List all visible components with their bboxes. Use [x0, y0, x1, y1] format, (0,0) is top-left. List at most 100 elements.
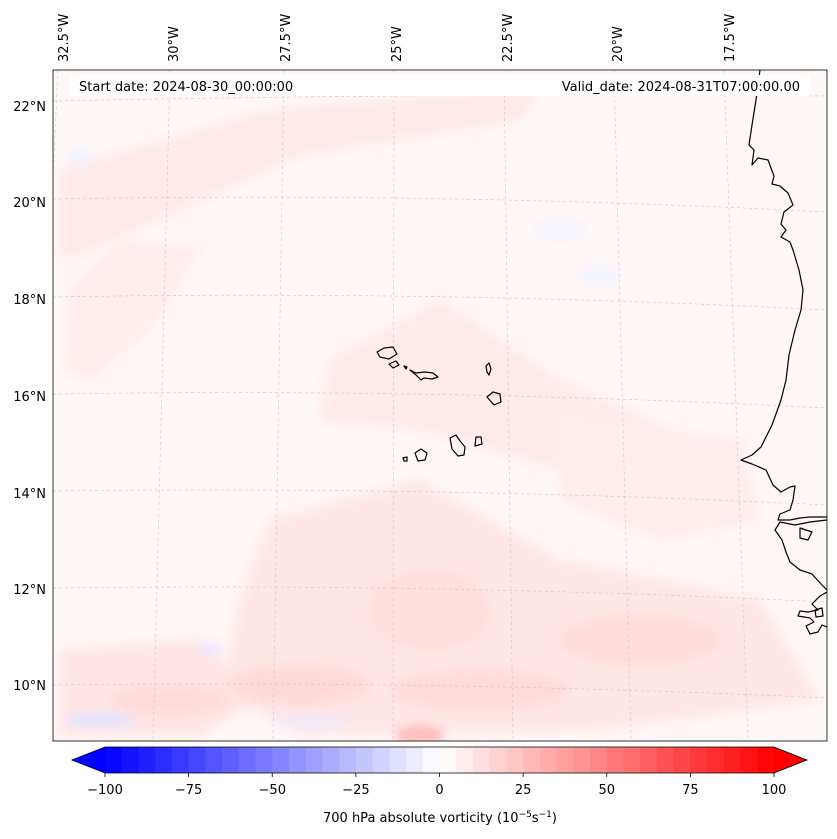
island-fogo [414, 448, 428, 462]
colorbar-extend-min [72, 747, 105, 773]
valid-date-label: Valid_date: 2024-08-31T07:00:00.00 [562, 80, 800, 95]
lon-label-32-5w: 32.5°W [57, 14, 72, 62]
colorbar-segment [539, 747, 557, 773]
cbar-tick-label-25: 25 [515, 783, 532, 798]
colorbar-segment [238, 747, 256, 773]
coastline-gambia-guinea-bissau [774, 519, 827, 591]
negative-patch-5 [530, 220, 590, 240]
colorbar-label-prefix: 700 hPa absolute vorticity (10 [323, 811, 519, 826]
negative-patch-4 [580, 265, 620, 285]
island-maio [474, 436, 483, 447]
colorbar-label-exp1: −5 [519, 810, 532, 820]
colorbar-segment [523, 747, 541, 773]
cbar-tick-label-50: 50 [598, 783, 615, 798]
colorbar-label-exp2: −1 [539, 810, 552, 820]
colorbar-segment [707, 747, 725, 773]
colorbar-segment [673, 747, 691, 773]
cbar-tick-label-neg100: −100 [87, 783, 123, 798]
colorbar-segment [489, 747, 507, 773]
date-annotation-box [70, 75, 810, 96]
vorticity-patch-3 [560, 615, 720, 665]
colorbar-segment [406, 747, 424, 773]
lat-label-12n: 12°N [13, 583, 46, 598]
island-santa-luzia [403, 365, 408, 370]
colorbar-segment [606, 747, 624, 773]
vorticity-patch-2 [230, 665, 370, 705]
colorbar-segment [222, 747, 240, 773]
negative-patch-1 [65, 713, 135, 727]
colorbar-segment [640, 747, 658, 773]
lat-label-14n: 14°N [13, 487, 46, 502]
colorbar-label-suffix: ) [552, 811, 557, 826]
colorbar-tick-labels: −100 −75 −50 −25 0 25 50 75 100 [87, 783, 786, 798]
colorbar: −100 −75 −50 −25 0 25 50 75 100 700 hPa … [70, 746, 809, 826]
vorticity-patch-max [395, 725, 445, 741]
lon-label-25w: 25°W [390, 26, 405, 62]
vorticity-patch-5 [110, 685, 230, 715]
colorbar-segment [305, 747, 323, 773]
negative-patch-6 [68, 150, 92, 166]
colorbar-segment [171, 747, 190, 773]
coastline-guinea [797, 591, 827, 635]
island-sao-vicente [388, 360, 400, 369]
longitude-labels: 32.5°W 30°W 27.5°W 25°W 22.5°W 20°W 17.5… [57, 14, 738, 62]
vorticity-band-northwest [60, 88, 540, 260]
colorbar-segment [556, 747, 574, 773]
colorbar-segment [339, 747, 357, 773]
cbar-tick-label-neg50: −50 [259, 783, 286, 798]
gridlines [53, 70, 827, 741]
colorbar-segment [690, 747, 708, 773]
colorbar-segment [623, 747, 641, 773]
island-santo-antao [376, 346, 398, 360]
african-coastline [740, 70, 827, 521]
start-date-label: Start date: 2024-08-30_00:00:00 [79, 80, 293, 95]
island-brava [402, 456, 408, 462]
island-boa-vista [486, 391, 502, 406]
colorbar-segment [121, 747, 139, 773]
cbar-tick-label-0: 0 [435, 783, 443, 798]
cbar-tick-label-75: 75 [682, 783, 699, 798]
colorbar-segment [138, 747, 156, 773]
cbar-tick-label-neg25: −25 [342, 783, 369, 798]
colorbar-segment [205, 747, 223, 773]
colorbar-segment [740, 747, 758, 773]
lon-label-17-5w: 17.5°W [723, 14, 738, 62]
latitude-labels: 22°N 20°N 18°N 16°N 14°N 12°N 10°N [13, 100, 46, 694]
colorbar-segment [255, 747, 273, 773]
lat-label-10n: 10°N [13, 679, 46, 694]
colorbar-segment [757, 747, 775, 773]
island-sao-nicolau [409, 369, 439, 381]
lat-label-22n: 22°N [13, 100, 46, 115]
coastlines [740, 70, 827, 635]
colorbar-segment [288, 747, 307, 773]
colorbar-segment [573, 747, 591, 773]
colorbar-segment [439, 747, 457, 773]
colorbar-segment [155, 747, 173, 773]
vorticity-band-west [65, 240, 200, 380]
colorbar-segment [272, 747, 290, 773]
lon-label-22-5w: 22.5°W [501, 14, 516, 62]
island-sal [485, 362, 492, 376]
lat-label-18n: 18°N [13, 293, 46, 308]
coast-islet-1 [799, 527, 813, 541]
negative-patch-2 [198, 642, 222, 654]
vorticity-patch-4 [390, 670, 570, 710]
colorbar-segment [656, 747, 675, 773]
colorbar-segments [72, 747, 807, 773]
colorbar-segment [372, 747, 390, 773]
map-frame [52, 69, 828, 742]
cbar-tick-label-100: 100 [762, 783, 787, 798]
colorbar-segment [389, 747, 407, 773]
colorbar-label-mid: s [532, 811, 539, 826]
colorbar-segment [456, 747, 474, 773]
colorbar-extend-max [774, 747, 807, 773]
island-santiago [449, 434, 466, 457]
map-panel: Start date: 2024-08-30_00:00:00 Valid_da… [52, 69, 828, 742]
colorbar-segment [105, 747, 123, 773]
lon-label-30w: 30°W [167, 26, 182, 62]
lon-label-27-5w: 27.5°W [279, 14, 294, 62]
vorticity-band-east [560, 420, 760, 540]
lon-label-20w: 20°W [611, 26, 626, 62]
vorticity-patch-1 [370, 570, 490, 650]
